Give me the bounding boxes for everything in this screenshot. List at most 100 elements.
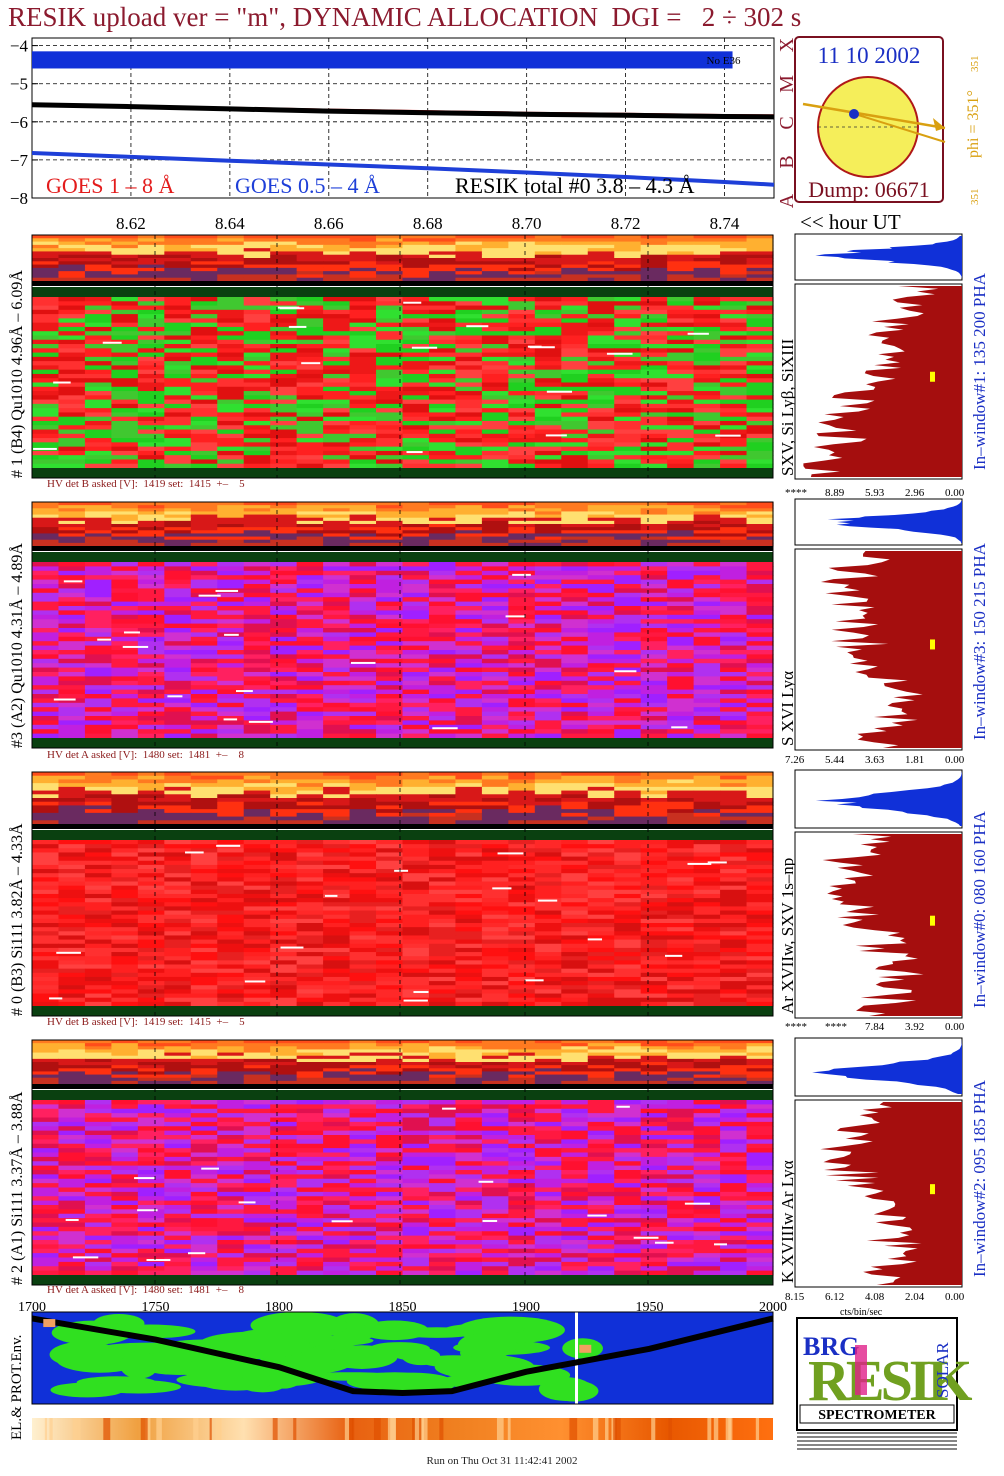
spectrum-cell-upper — [561, 238, 589, 243]
spectrum-cell-lower — [164, 623, 192, 629]
spectrum-cell-lower — [111, 702, 139, 708]
emission-lines-label: SXV, Si Lyβ, SiXIII — [778, 338, 797, 476]
spectrum-cell-upper — [190, 238, 218, 243]
spectrum-cell-lower — [349, 981, 377, 986]
spectrum-cell-lower — [561, 562, 589, 567]
spectrum-cell-lower — [534, 610, 562, 616]
spectrum-cell-lower — [137, 455, 165, 461]
spectrum-cell-upper — [640, 539, 668, 544]
spectrum-cell-lower — [693, 450, 721, 456]
spectrum-cell-upper — [428, 261, 457, 266]
spectrum-cell-upper — [349, 779, 377, 784]
spectrum-cell-lower — [190, 412, 218, 418]
spectrum-cell-upper — [137, 238, 165, 243]
spectrum-cell-upper — [428, 248, 457, 253]
spectrum-cell-lower — [534, 391, 562, 396]
spectrum-cell-lower — [428, 864, 457, 870]
spectrum-cell-lower — [164, 601, 192, 607]
spectrum-cell-lower — [243, 976, 271, 982]
spectrum-cell-upper — [508, 533, 536, 538]
spectrum-cell-upper — [428, 798, 457, 803]
spectrum-cell-lower — [614, 881, 642, 887]
spectrum-cell-upper — [428, 530, 457, 535]
spectrum-cell-lower — [587, 628, 615, 633]
spectrum-cell-lower — [164, 455, 192, 461]
spectrum-cell-lower — [243, 906, 271, 912]
spectrum-cell-upper — [561, 1052, 589, 1057]
spectrum-cell-lower — [402, 348, 430, 354]
spectrum-cell-upper — [32, 235, 60, 239]
spectrum-cell-lower — [614, 395, 642, 401]
spectrum-cell-lower — [376, 881, 404, 887]
spectrum-cell-lower — [481, 588, 509, 594]
spectrum-cell-lower — [376, 301, 404, 307]
spectrum-cell-lower — [243, 322, 271, 328]
spectrum-cell-upper — [376, 805, 404, 810]
spectrum-cell-lower — [137, 369, 165, 375]
spectrum-cell-lower — [614, 680, 642, 686]
spectrum-cell-lower — [455, 399, 483, 405]
spectrum-cell-lower — [614, 412, 642, 418]
spectrum-cell-lower — [455, 463, 483, 469]
spectrum-cell-lower — [137, 898, 165, 903]
spectrum-cell-lower — [402, 964, 430, 970]
spectrum-cell-lower — [84, 614, 112, 620]
spectrum-cell-lower — [720, 923, 748, 928]
spectrum-cell-upper — [693, 539, 721, 544]
spectrum-cell-upper — [190, 258, 218, 262]
spectrum-cell-lower — [296, 989, 324, 995]
histogram-marker — [930, 371, 935, 382]
spectrum-cell-lower — [508, 860, 536, 866]
spectrum-cell-lower — [561, 663, 589, 669]
spectrum-cell-lower — [534, 840, 562, 845]
spectrum-cell-lower — [508, 314, 536, 319]
spectrum-cell-lower — [349, 597, 377, 603]
spectrum-cell-upper — [534, 536, 562, 541]
spectrum-cell-lower — [190, 403, 218, 409]
spectrum-cell-lower — [32, 707, 60, 713]
spectrum-cell-lower — [243, 455, 271, 461]
spectrum-cell-lower — [746, 438, 774, 443]
spectrum-cell-lower — [32, 579, 60, 585]
spectrum-cell-lower — [243, 881, 271, 887]
spectrum-cell-lower — [693, 425, 721, 431]
spectrum-cell-lower — [534, 729, 562, 735]
spectrum-cell-upper — [534, 258, 562, 262]
spectrum-cell-lower — [402, 318, 430, 324]
spectrum-cell-upper — [217, 254, 245, 259]
spectrum-cell-lower — [614, 844, 642, 849]
spectrum-cell-upper — [720, 267, 748, 272]
spectrum-cell-lower — [534, 981, 562, 986]
spectrum-cell-lower — [455, 964, 483, 970]
spectrum-cell-upper — [587, 539, 615, 544]
spectrum-cell-lower — [667, 382, 695, 388]
spectrum-cell-upper — [243, 530, 271, 535]
spectrum-speck — [707, 861, 727, 864]
spectrum-cell-upper — [243, 261, 271, 266]
spectrum-cell-lower — [84, 650, 112, 655]
spectrum-cell-lower — [217, 420, 245, 426]
spectrum-cell-lower — [376, 956, 404, 961]
spectrum-cell-upper — [534, 790, 562, 795]
spectrum-cell-upper — [614, 783, 642, 788]
spectrum-cell-lower — [32, 297, 60, 302]
spectrum-cell-upper — [190, 251, 218, 256]
spectrum-speck — [512, 573, 531, 576]
spectrum-cell-lower — [243, 724, 271, 730]
spectrum-cell-lower — [217, 429, 245, 435]
spectrum-cell-lower — [32, 575, 60, 581]
spectrum-cell-lower — [720, 356, 748, 362]
spectrum-cell-lower — [746, 667, 774, 673]
spectrum-cell-lower — [720, 610, 748, 616]
spectrum-cell-lower — [376, 931, 404, 937]
spectrum-cell-upper — [217, 1043, 245, 1047]
spectrum-cell-lower — [349, 902, 377, 907]
spectrum-cell-lower — [32, 412, 60, 418]
spectrum-cell-upper — [534, 508, 562, 513]
spectrum-cell-lower — [534, 964, 562, 970]
spectrum-cell-lower — [349, 442, 377, 448]
spectrum-cell-lower — [349, 658, 377, 664]
spectrum-cell-lower — [296, 943, 324, 949]
spectrum-cell-lower — [428, 610, 457, 616]
spectrum-cell-lower — [428, 672, 457, 677]
